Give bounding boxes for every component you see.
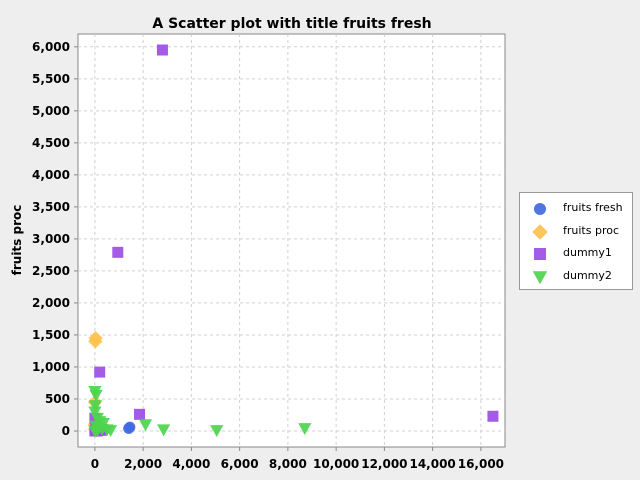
- x-tick-label: 12,000: [361, 457, 407, 471]
- x-tick-label: 14,000: [409, 457, 455, 471]
- y-tick-label: 4,500: [32, 136, 70, 150]
- y-tick-label: 2,000: [32, 296, 70, 310]
- plot-area: [77, 33, 506, 448]
- data-point-dummy1: [94, 366, 106, 378]
- legend-marker-dummy1: [534, 248, 546, 260]
- data-point-dummy1: [156, 44, 168, 56]
- legend-item-dummy1: dummy1: [520, 242, 632, 264]
- x-tick-label: 8,000: [269, 457, 307, 471]
- y-tick-label: 3,000: [32, 232, 70, 246]
- data-point-dummy2: [157, 424, 171, 437]
- x-tick-label: 10,000: [313, 457, 359, 471]
- y-tick-label: 1,500: [32, 328, 70, 342]
- legend-label: fruits proc: [563, 223, 620, 237]
- data-point-dummy2: [89, 389, 103, 402]
- y-tick-label: 5,000: [32, 104, 70, 118]
- y-tick-label: 2,500: [32, 264, 70, 278]
- x-tick-label: 6,000: [221, 457, 259, 471]
- data-point-dummy2: [210, 425, 224, 437]
- legend-marker-fruits-fresh: [534, 203, 546, 215]
- x-tick-label: 4,000: [172, 457, 210, 471]
- data-point-dummy1: [134, 408, 146, 420]
- x-tick-label: 0: [91, 457, 99, 471]
- legend-label: fruits fresh: [563, 201, 623, 214]
- legend-marker-fruits-proc: [532, 223, 548, 240]
- data-point-fruits-proc: [88, 334, 103, 349]
- legend-item-dummy2: dummy2: [520, 265, 632, 287]
- data-point-dummy2: [88, 406, 102, 419]
- data-point-dummy2: [298, 423, 312, 436]
- y-tick-label: 4,000: [32, 168, 70, 182]
- legend-label: dummy1: [563, 246, 612, 259]
- y-tick-label: 6,000: [32, 40, 70, 54]
- y-tick-label: 0: [62, 424, 70, 438]
- data-point-dummy2: [90, 425, 104, 438]
- y-tick-label: 1,000: [32, 360, 70, 374]
- y-tick-label: 500: [45, 392, 70, 406]
- y-tick-label: 5,500: [32, 72, 70, 86]
- data-point-dummy2: [88, 400, 102, 412]
- grid: [78, 34, 505, 447]
- legend: fruits fresh fruits proc dummy1 dummy2: [519, 192, 633, 290]
- legend-label: dummy2: [563, 268, 612, 282]
- y-axis-ticks: 0 500 1,000 1,500 2,000 2,500 3,000 3,500 4,000 4…: [32, 40, 78, 438]
- legend-item-fruits-fresh: fruits fresh: [520, 197, 632, 219]
- data-point-dummy1: [487, 410, 499, 422]
- x-axis-ticks: 0 2,000 4,000 6,000 8,000 10,000 12,000 14,000 1…: [91, 447, 504, 471]
- y-tick-label: 3,500: [32, 200, 70, 214]
- x-tick-label: 2,000: [124, 457, 162, 471]
- y-axis-label: fruits proc: [10, 205, 24, 276]
- legend-marker-dummy2: [532, 270, 548, 284]
- legend-item-fruits-proc: fruits proc: [520, 220, 632, 242]
- chart-title: A Scatter plot with title fruits fresh: [152, 16, 431, 32]
- data-point-dummy1: [112, 246, 124, 258]
- x-tick-label: 16,000: [458, 457, 504, 471]
- data-point-dummy2: [103, 425, 118, 437]
- data-point-fruits-fresh: [124, 421, 136, 433]
- data-points: [87, 44, 499, 438]
- data-point-dummy2: [138, 419, 153, 432]
